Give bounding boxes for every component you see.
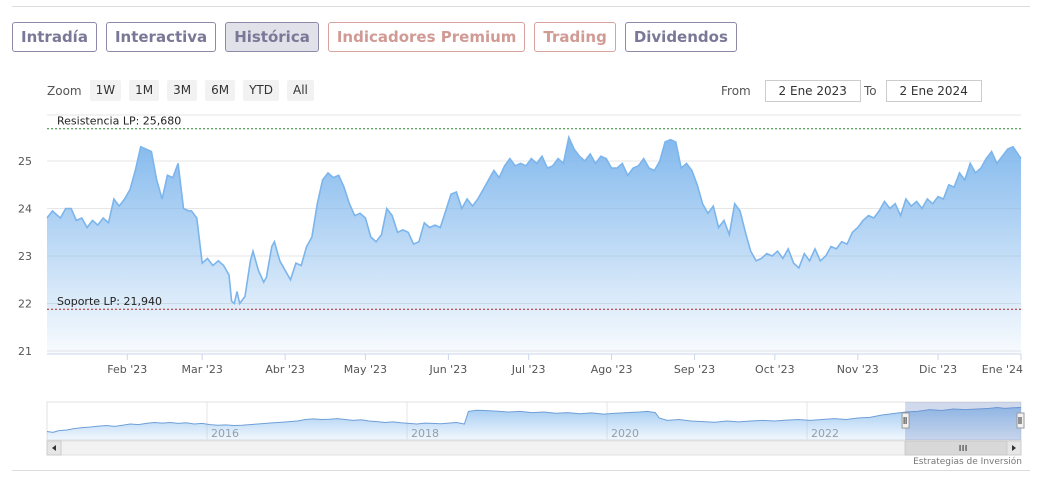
x-tick-label: May '23	[344, 363, 387, 376]
tab-dividendos[interactable]: Dividendos	[624, 22, 737, 52]
x-tick-label: Sep '23	[674, 363, 715, 376]
to-date-input[interactable]	[885, 79, 982, 102]
bottom-divider	[12, 470, 1030, 471]
chart-credit: Estrategias de Inversión	[913, 457, 1022, 467]
x-tick-label: Oct '23	[755, 363, 795, 376]
date-range-to: To	[864, 79, 982, 102]
price-area	[47, 137, 1021, 354]
resistance-label: Resistencia LP: 25,680	[57, 115, 181, 128]
y-tick-label: 25	[18, 155, 32, 168]
tab-historica[interactable]: Histórica	[225, 22, 319, 52]
support-label: Soporte LP: 21,940	[57, 295, 162, 308]
tab-trading[interactable]: Trading	[534, 22, 616, 52]
tab-interactiva[interactable]: Interactiva	[105, 22, 217, 52]
x-tick-label: Dic '23	[919, 363, 957, 376]
to-label: To	[864, 83, 877, 98]
x-tick-label: Jul '23	[511, 363, 546, 376]
date-range-from: From	[721, 79, 861, 102]
navigator-selection[interactable]	[905, 402, 1021, 440]
navigator-line	[46, 406, 1022, 433]
navigator-area	[47, 407, 1021, 440]
y-tick-label: 21	[18, 345, 32, 358]
x-tick-label: Nov '23	[837, 363, 879, 376]
x-tick-label: Abr '23	[265, 363, 305, 376]
x-tick-label: Feb '23	[107, 363, 147, 376]
scrollbar-track	[46, 440, 1022, 456]
top-divider	[12, 6, 1030, 7]
y-tick-label: 22	[18, 298, 32, 311]
arrow-left-icon	[52, 445, 56, 451]
zoom-button-3m[interactable]: 3M	[167, 80, 198, 101]
zoom-button-6m[interactable]: 6M	[205, 80, 236, 101]
arrow-right-icon	[1012, 445, 1016, 451]
y-tick-label: 23	[18, 250, 32, 263]
x-tick-label: Jun '23	[429, 363, 468, 376]
zoom-controls: Zoom 1W 1M 3M 6M YTD All	[47, 80, 322, 101]
x-tick-label: Mar '23	[182, 363, 223, 376]
from-date-input[interactable]	[764, 79, 861, 102]
zoom-button-all[interactable]: All	[287, 80, 314, 101]
zoom-label: Zoom	[47, 83, 82, 98]
tab-indicadores-premium[interactable]: Indicadores Premium	[327, 22, 526, 52]
chart-tabs: Intradía Interactiva Histórica Indicador…	[12, 22, 746, 52]
x-tick-label: Ago '23	[591, 363, 633, 376]
y-tick-label: 24	[18, 203, 32, 216]
zoom-button-1w[interactable]: 1W	[89, 80, 122, 101]
zoom-button-1m[interactable]: 1M	[129, 80, 160, 101]
from-label: From	[721, 83, 751, 98]
zoom-button-ytd[interactable]: YTD	[243, 80, 279, 101]
price-line	[46, 134, 1022, 306]
x-tick-label: Ene '24	[982, 363, 1023, 376]
tab-intradia[interactable]: Intradía	[12, 22, 97, 52]
